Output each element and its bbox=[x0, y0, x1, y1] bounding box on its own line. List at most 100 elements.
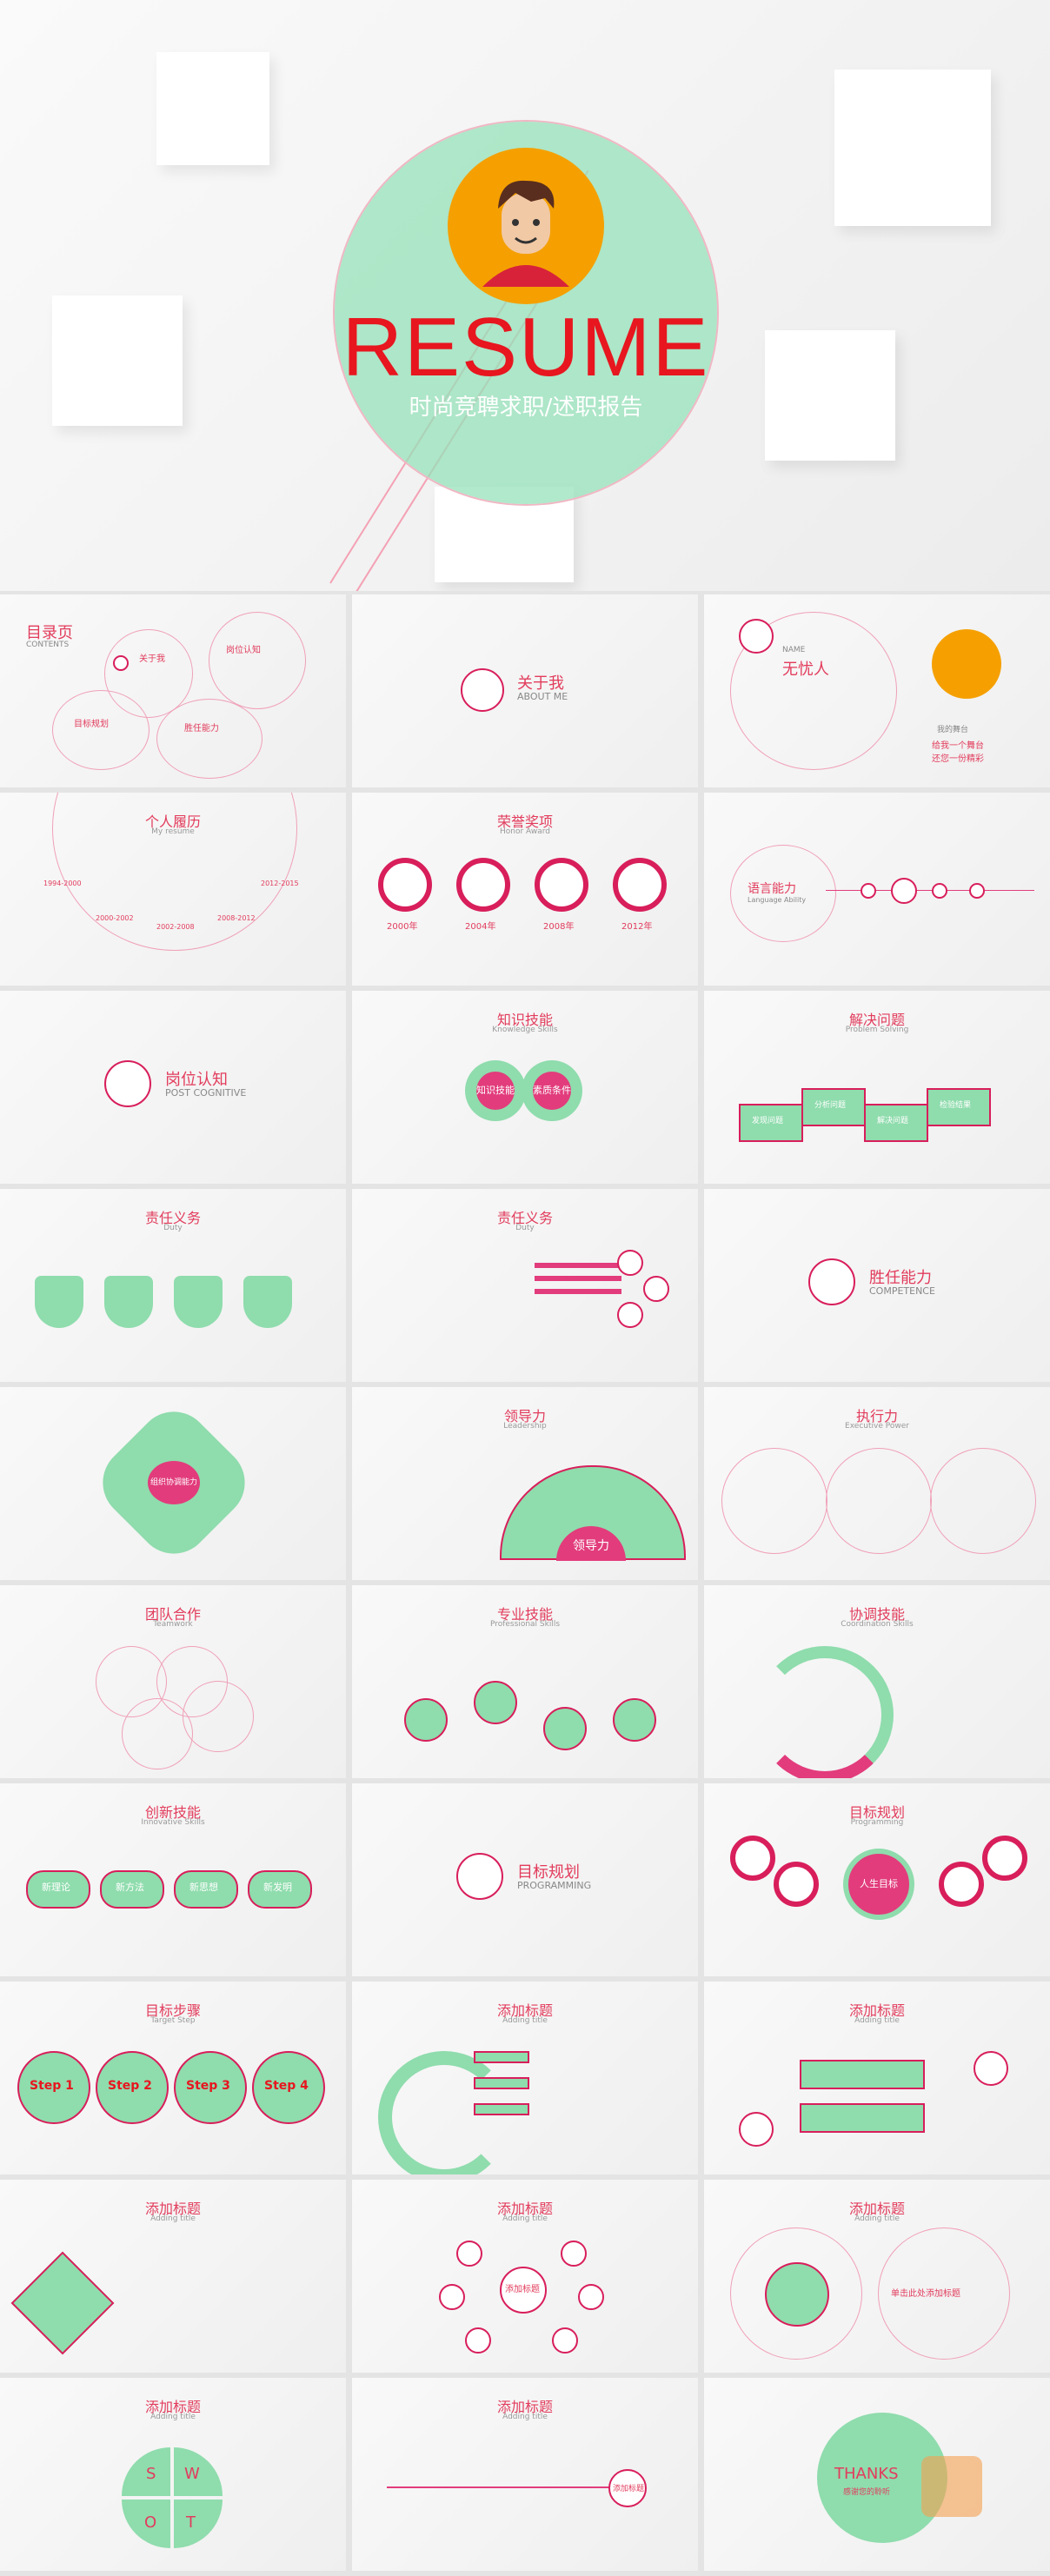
slide-subtitle: POST COGNITIVE bbox=[165, 1087, 247, 1099]
fishbone-label: 添加标题 bbox=[613, 2485, 645, 2493]
node-icon bbox=[974, 2051, 1008, 2086]
slide-subtitle: Leadership bbox=[503, 1422, 547, 1431]
skill-bubble bbox=[474, 1681, 517, 1724]
slide-subtitle: Honor Award bbox=[500, 827, 550, 836]
slide-resume[interactable]: 个人履历 My resume 1994-2000 2000-2002 2002-… bbox=[0, 793, 346, 986]
award-year: 2000年 bbox=[387, 922, 418, 932]
menu-item-competence[interactable]: 胜任能力 bbox=[184, 724, 219, 734]
award-year: 2004年 bbox=[465, 922, 496, 932]
slide-contents[interactable]: 目录页 CONTENTS 关于我 岗位认知 目标规划 胜任能力 bbox=[0, 594, 346, 787]
slide-subtitle: Language Ability bbox=[748, 896, 807, 904]
node-icon bbox=[969, 883, 985, 899]
arrow-shape bbox=[800, 2060, 925, 2089]
slide-title: 领导力 bbox=[503, 1408, 546, 1424]
slide-add-5[interactable]: 添加标题 Adding title 单击此处添加标题 bbox=[704, 2180, 1050, 2373]
slide-title: 关于我 bbox=[517, 674, 564, 693]
cover-slide: RESUME 时尚竞聘求职/述职报告 bbox=[0, 0, 1050, 591]
gear-icon bbox=[174, 1276, 223, 1328]
slide-subtitle: Programming bbox=[850, 1818, 904, 1827]
step-circle bbox=[96, 2051, 169, 2124]
slide-title: 添加标题 bbox=[144, 2201, 201, 2217]
slide-add-3[interactable]: 添加标题 Adding title bbox=[0, 2180, 346, 2373]
slide-grid: 目录页 CONTENTS 关于我 岗位认知 目标规划 胜任能力 关于我 ABOU… bbox=[0, 591, 1050, 2576]
avatar bbox=[932, 629, 1001, 699]
slide-title: 执行力 bbox=[855, 1408, 898, 1424]
star-center: 组织协调能力 bbox=[148, 1461, 200, 1504]
menu-item-about[interactable]: 关于我 bbox=[139, 654, 165, 664]
hub-label: 添加标题 bbox=[505, 2285, 540, 2294]
slide-duty[interactable]: 责任义务 Duty bbox=[0, 1189, 346, 1382]
node-icon bbox=[439, 2284, 465, 2310]
id-icon bbox=[739, 619, 774, 654]
menu-item-programming[interactable]: 目标规划 bbox=[74, 720, 109, 729]
swot-letter: T bbox=[186, 2513, 196, 2532]
year-label: 2000-2002 bbox=[96, 914, 134, 922]
decor-ring bbox=[104, 629, 193, 718]
slide-solve[interactable]: 解决问题 Problem Solving 发现问题 分析问题 解决问题 检验结果 bbox=[704, 991, 1050, 1184]
slide-subtitle: ABOUT ME bbox=[517, 691, 568, 702]
slide-add-6[interactable]: 添加标题 Adding title 添加标题 bbox=[352, 2378, 698, 2571]
step-circle bbox=[17, 2051, 90, 2124]
target-center: 人生目标 bbox=[843, 1849, 914, 1920]
slide-swot[interactable]: 添加标题 Adding title S W O T bbox=[0, 2378, 346, 2571]
quote-line: 给我一个舞台 bbox=[932, 741, 984, 751]
slide-title: 知识技能 bbox=[496, 1012, 553, 1028]
slide-steps[interactable]: 目标步骤 Target Step Step 1 Step 2 Step 3 St… bbox=[0, 1982, 346, 2174]
slide-thanks[interactable]: THANKS 感谢您的聆听 bbox=[704, 2378, 1050, 2571]
slide-leadership[interactable]: 领导力 Leadership 领导力 bbox=[352, 1387, 698, 1580]
arrow-shape bbox=[800, 2103, 925, 2133]
gear-icon bbox=[939, 1862, 984, 1907]
slide-title: 目标规划 bbox=[517, 1863, 580, 1882]
swot-letter: S bbox=[146, 2465, 156, 2483]
decor-ring bbox=[156, 699, 262, 779]
trophy-icon bbox=[456, 858, 510, 912]
slide-subtitle: CONTENTS bbox=[26, 641, 70, 649]
slide-competence[interactable]: 胜任能力 COMPETENCE bbox=[704, 1189, 1050, 1382]
slide-language[interactable]: 语言能力 Language Ability bbox=[704, 793, 1050, 986]
slide-duty-2[interactable]: 责任义务 Duty bbox=[352, 1189, 698, 1382]
slide-programming[interactable]: 目标规划 PROGRAMMING bbox=[352, 1783, 698, 1976]
arrow-bar bbox=[474, 2103, 529, 2115]
slide-add-1[interactable]: 添加标题 Adding title bbox=[352, 1982, 698, 2174]
slide-subtitle: Problem Solving bbox=[845, 1026, 909, 1034]
menu-item-post[interactable]: 岗位认知 bbox=[226, 646, 261, 655]
slide-star[interactable]: 组织协调能力 bbox=[0, 1387, 346, 1580]
slide-aboutme[interactable]: 关于我 ABOUT ME bbox=[352, 594, 698, 787]
slide-innovation[interactable]: 创新技能 Innovative Skills 新理论 新方法 新思想 新发明 bbox=[0, 1783, 346, 1976]
profile-name: 无忧人 bbox=[782, 661, 829, 679]
node-icon bbox=[456, 2241, 482, 2267]
arc-ring bbox=[756, 1646, 894, 1778]
slide-title: 目录页 bbox=[26, 624, 73, 642]
slide-subtitle: Adding title bbox=[854, 2214, 900, 2223]
medal-icon bbox=[378, 858, 432, 912]
node-icon bbox=[643, 1276, 669, 1302]
avatar bbox=[448, 148, 604, 304]
slide-subtitle: COMPETENCE bbox=[869, 1285, 935, 1297]
cover-title: RESUME bbox=[342, 301, 710, 394]
slide-team[interactable]: 团队合作 Teamwork bbox=[0, 1585, 346, 1778]
year-label: 2002-2008 bbox=[156, 923, 195, 931]
slide-add-2[interactable]: 添加标题 Adding title bbox=[704, 1982, 1050, 2174]
slide-award[interactable]: 荣誉奖项 Honor Award 2000年 2004年 2008年 2012年 bbox=[352, 793, 698, 986]
stripe-bar bbox=[535, 1263, 621, 1268]
slide-title: 创新技能 bbox=[144, 1804, 201, 1821]
slide-profile[interactable]: NAME 无忧人 我的舞台 给我一个舞台 还您一份精彩 bbox=[704, 594, 1050, 787]
slide-pro-skills[interactable]: 专业技能 Professional Skills bbox=[352, 1585, 698, 1778]
decor-ring bbox=[730, 612, 897, 770]
slide-post[interactable]: 岗位认知 POST COGNITIVE bbox=[0, 991, 346, 1184]
decor-tile bbox=[156, 52, 269, 165]
slide-subtitle: Duty bbox=[163, 1224, 183, 1232]
step-label: Step 4 bbox=[264, 2079, 309, 2093]
year-label: 2012-2015 bbox=[261, 880, 299, 887]
slide-knowledge[interactable]: 知识技能 Knowledge Skills 知识技能 素质条件 bbox=[352, 991, 698, 1184]
skill-circle: 知识技能 bbox=[476, 1072, 515, 1110]
node-icon bbox=[552, 2327, 578, 2354]
node-icon bbox=[932, 883, 947, 899]
slide-execution[interactable]: 执行力 Executive Power bbox=[704, 1387, 1050, 1580]
slide-target[interactable]: 目标规划 Programming 人生目标 bbox=[704, 1783, 1050, 1976]
slide-title: 添加标题 bbox=[496, 2002, 553, 2019]
slide-add-4[interactable]: 添加标题 Adding title 添加标题 bbox=[352, 2180, 698, 2373]
slide-title: 语言能力 bbox=[748, 882, 796, 896]
slide-title: 目标规划 bbox=[848, 1804, 905, 1821]
slide-coordination[interactable]: 协调技能 Coordination Skills bbox=[704, 1585, 1050, 1778]
